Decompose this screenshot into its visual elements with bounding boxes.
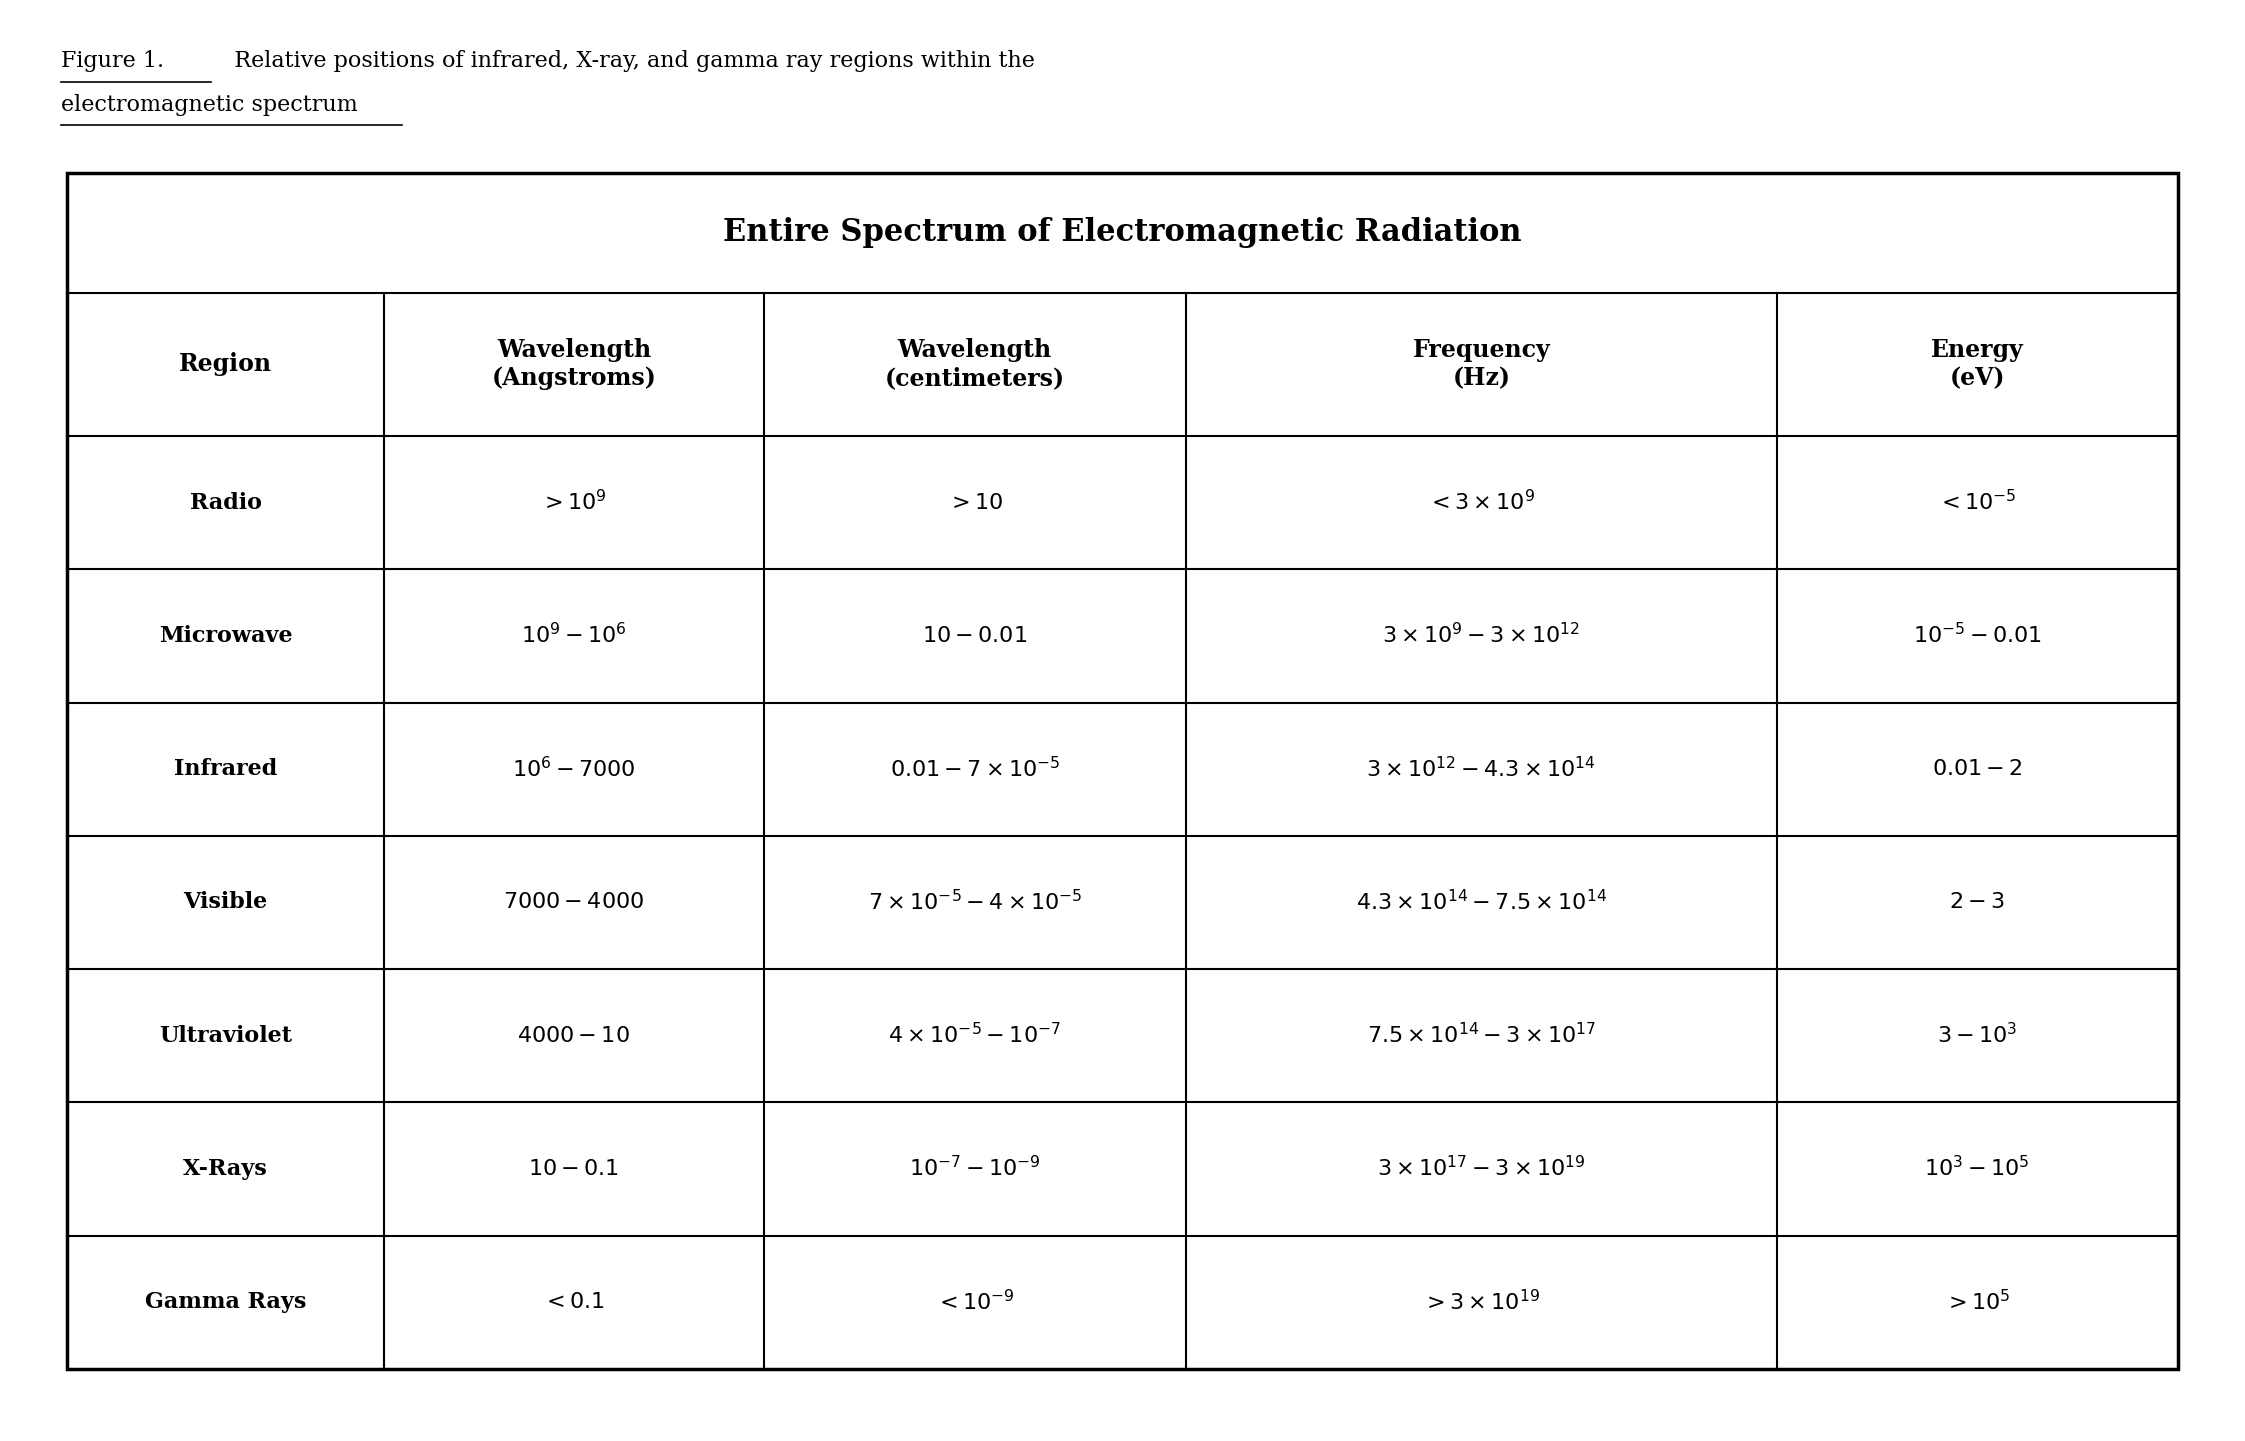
Text: electromagnetic spectrum: electromagnetic spectrum xyxy=(61,94,357,115)
Text: $0.01 - 7 \times 10^{-5}$: $0.01 - 7 \times 10^{-5}$ xyxy=(889,757,1060,782)
Text: Region: Region xyxy=(180,352,272,376)
Text: Microwave: Microwave xyxy=(159,625,292,647)
Text: Figure 1.: Figure 1. xyxy=(61,50,164,72)
Text: Ultraviolet: Ultraviolet xyxy=(159,1025,292,1046)
Text: $4 \times 10^{-5} - 10^{-7}$: $4 \times 10^{-5} - 10^{-7}$ xyxy=(889,1023,1062,1049)
Text: $10 - 0.1$: $10 - 0.1$ xyxy=(528,1159,620,1180)
Text: Wavelength
(Angstroms): Wavelength (Angstroms) xyxy=(492,339,656,391)
Text: Entire Spectrum of Electromagnetic Radiation: Entire Spectrum of Electromagnetic Radia… xyxy=(723,218,1522,248)
Text: $7 \times 10^{-5} - 4 \times 10^{-5}$: $7 \times 10^{-5} - 4 \times 10^{-5}$ xyxy=(867,891,1082,915)
Text: $3 \times 10^{12} - 4.3 \times 10^{14}$: $3 \times 10^{12} - 4.3 \times 10^{14}$ xyxy=(1367,757,1596,782)
Text: Wavelength
(centimeters): Wavelength (centimeters) xyxy=(885,339,1064,391)
Text: $10^{3} - 10^{5}$: $10^{3} - 10^{5}$ xyxy=(1924,1157,2029,1182)
Text: Visible: Visible xyxy=(184,892,267,914)
Text: $7000 - 4000$: $7000 - 4000$ xyxy=(503,892,644,914)
Text: $3 \times 10^{17} - 3 \times 10^{19}$: $3 \times 10^{17} - 3 \times 10^{19}$ xyxy=(1376,1157,1585,1182)
Text: $< 10^{-9}$: $< 10^{-9}$ xyxy=(934,1290,1015,1316)
Text: $4000 - 10$: $4000 - 10$ xyxy=(516,1025,631,1046)
Text: $> 10^{9}$: $> 10^{9}$ xyxy=(541,490,606,516)
Text: Radio: Radio xyxy=(189,491,263,513)
Text: $10^{-5} - 0.01$: $10^{-5} - 0.01$ xyxy=(1913,624,2041,648)
Text: Energy
(eV): Energy (eV) xyxy=(1931,339,2023,391)
Text: $> 10^{5}$: $> 10^{5}$ xyxy=(1944,1290,2012,1316)
Text: $< 0.1$: $< 0.1$ xyxy=(543,1291,606,1313)
Text: $< 10^{-5}$: $< 10^{-5}$ xyxy=(1937,490,2016,516)
Text: $> 10$: $> 10$ xyxy=(947,491,1004,513)
Text: Frequency
(Hz): Frequency (Hz) xyxy=(1412,339,1549,391)
Text: Infrared: Infrared xyxy=(175,758,276,780)
Text: $2 - 3$: $2 - 3$ xyxy=(1949,892,2005,914)
Text: X-Rays: X-Rays xyxy=(184,1159,267,1180)
Text: Relative positions of infrared, X-ray, and gamma ray regions within the: Relative positions of infrared, X-ray, a… xyxy=(213,50,1035,72)
Text: $7.5 \times 10^{14} - 3 \times 10^{17}$: $7.5 \times 10^{14} - 3 \times 10^{17}$ xyxy=(1367,1023,1596,1049)
Text: $3 - 10^{3}$: $3 - 10^{3}$ xyxy=(1937,1023,2018,1049)
Text: $> 3 \times 10^{19}$: $> 3 \times 10^{19}$ xyxy=(1421,1290,1540,1316)
Text: $10^{9} - 10^{6}$: $10^{9} - 10^{6}$ xyxy=(521,624,626,648)
Text: $4.3 \times 10^{14} - 7.5 \times 10^{14}$: $4.3 \times 10^{14} - 7.5 \times 10^{14}… xyxy=(1356,891,1607,915)
Text: Gamma Rays: Gamma Rays xyxy=(146,1291,305,1313)
Text: $10^{-7} - 10^{-9}$: $10^{-7} - 10^{-9}$ xyxy=(909,1157,1042,1182)
Text: $0.01 - 2$: $0.01 - 2$ xyxy=(1931,758,2023,780)
Text: $10^{6} - 7000$: $10^{6} - 7000$ xyxy=(512,757,635,782)
Text: $10 - 0.01$: $10 - 0.01$ xyxy=(923,625,1028,647)
Text: $< 3 \times 10^{9}$: $< 3 \times 10^{9}$ xyxy=(1428,490,1536,516)
Text: $3 \times 10^{9} - 3 \times 10^{12}$: $3 \times 10^{9} - 3 \times 10^{12}$ xyxy=(1383,624,1580,648)
Bar xyxy=(67,173,2178,1369)
